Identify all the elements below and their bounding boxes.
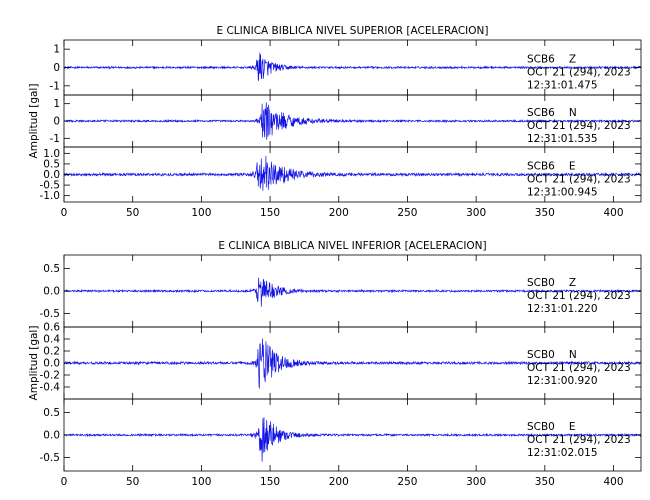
trace-time: 12:31:01.220 xyxy=(527,303,598,315)
x-tick-label: 300 xyxy=(466,207,486,219)
station-label: SCB0 N xyxy=(527,349,577,361)
trace-line-scb0-z xyxy=(63,277,641,307)
y-tick-label: -0.5 xyxy=(40,180,61,192)
station-component: E xyxy=(569,161,576,173)
chart-title: E CLINICA BIBLICA NIVEL INFERIOR [ACELER… xyxy=(218,240,486,252)
y-tick-label: 0.5 xyxy=(43,407,60,419)
trace-date: OCT 21 (294), 2023 xyxy=(527,290,631,302)
x-tick-label: 100 xyxy=(191,476,211,488)
y-axis-label: Amplitud [gal] xyxy=(28,326,40,401)
station-code: SCB6 xyxy=(527,54,555,66)
station-code: SCB6 xyxy=(527,107,555,119)
x-tick-label: 0 xyxy=(61,207,68,219)
trace-time: 12:31:00.945 xyxy=(527,187,598,199)
y-axis-label: Amplitud [gal] xyxy=(28,84,40,159)
station-component: Z xyxy=(569,54,576,66)
station-component: N xyxy=(569,107,577,119)
station-label: SCB6 N xyxy=(527,107,577,119)
x-tick-label: 0 xyxy=(61,476,68,488)
trace-line-scb6-z xyxy=(64,52,642,81)
trace-line-scb6-e xyxy=(63,155,642,191)
station-component: E xyxy=(569,421,576,433)
trace-date: OCT 21 (294), 2023 xyxy=(527,434,631,446)
trace-time: 12:31:01.475 xyxy=(527,80,598,92)
y-tick-label: -0.2 xyxy=(40,370,61,382)
station-code: SCB0 xyxy=(527,277,555,289)
x-tick-label: 150 xyxy=(260,476,280,488)
y-tick-label: 0.6 xyxy=(43,322,60,334)
y-tick-label: -1 xyxy=(50,133,60,145)
station-code: SCB6 xyxy=(527,161,555,173)
x-tick-label: 50 xyxy=(126,476,139,488)
trace-date: OCT 21 (294), 2023 xyxy=(527,120,631,132)
y-tick-label: 0.0 xyxy=(43,358,60,370)
chart-title: E CLINICA BIBLICA NIVEL SUPERIOR [ACELER… xyxy=(217,25,489,37)
y-tick-label: 1 xyxy=(53,44,60,56)
y-tick-label: -1 xyxy=(50,80,60,92)
station-label: SCB6 E xyxy=(527,161,576,173)
x-tick-label: 300 xyxy=(466,476,486,488)
x-tick-label: 50 xyxy=(126,207,139,219)
y-tick-label: 1 xyxy=(53,98,60,110)
trace-line-scb0-n xyxy=(63,338,642,389)
station-label: SCB0 Z xyxy=(527,277,576,289)
y-tick-label: 0.4 xyxy=(43,334,60,346)
y-tick-label: 0.2 xyxy=(43,346,60,358)
trace-time: 12:31:02.015 xyxy=(527,447,598,459)
y-tick-label: -0.5 xyxy=(40,308,61,320)
trace-date: OCT 21 (294), 2023 xyxy=(527,362,631,374)
y-tick-label: 0 xyxy=(53,116,60,128)
y-tick-label: 0.0 xyxy=(43,169,60,181)
x-tick-label: 150 xyxy=(260,207,280,219)
trace-line-scb6-n xyxy=(63,102,641,140)
trace-date: OCT 21 (294), 2023 xyxy=(527,67,631,79)
y-tick-label: 1.0 xyxy=(43,148,60,160)
station-component: Z xyxy=(569,277,576,289)
station-component: N xyxy=(569,349,577,361)
trace-time: 12:31:01.535 xyxy=(527,133,598,145)
trace-date: OCT 21 (294), 2023 xyxy=(527,174,631,186)
y-tick-label: 0.0 xyxy=(43,430,60,442)
station-label: SCB0 E xyxy=(527,421,576,433)
x-tick-label: 350 xyxy=(535,476,555,488)
trace-time: 12:31:00.920 xyxy=(527,375,598,387)
x-tick-label: 400 xyxy=(604,476,624,488)
x-tick-label: 250 xyxy=(397,476,417,488)
x-tick-label: 250 xyxy=(397,207,417,219)
trace-line-scb0-e xyxy=(63,417,642,462)
station-code: SCB0 xyxy=(527,349,555,361)
y-tick-label: -0.4 xyxy=(40,382,61,394)
station-code: SCB0 xyxy=(527,421,555,433)
x-tick-label: 400 xyxy=(604,207,624,219)
y-tick-label: -0.5 xyxy=(40,452,61,464)
x-tick-label: 200 xyxy=(329,476,349,488)
y-tick-label: -1.0 xyxy=(40,190,61,202)
x-tick-label: 200 xyxy=(329,207,349,219)
y-tick-label: 0.5 xyxy=(43,158,60,170)
y-tick-label: 0.0 xyxy=(43,286,60,298)
y-tick-label: 0.5 xyxy=(43,263,60,275)
x-tick-label: 100 xyxy=(191,207,211,219)
y-tick-label: 0 xyxy=(53,62,60,74)
station-label: SCB6 Z xyxy=(527,54,576,66)
x-tick-label: 350 xyxy=(535,207,555,219)
